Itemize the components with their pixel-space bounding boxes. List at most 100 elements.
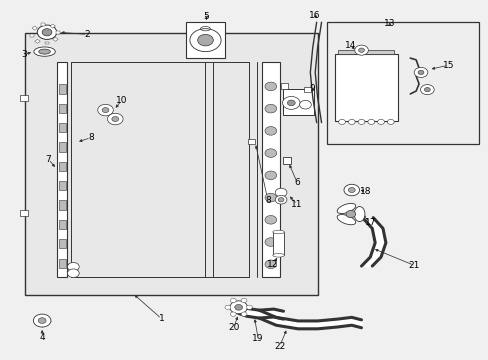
Circle shape xyxy=(102,108,109,113)
Circle shape xyxy=(98,104,113,116)
Circle shape xyxy=(264,193,276,202)
Circle shape xyxy=(347,120,354,125)
Text: 22: 22 xyxy=(273,342,285,351)
Ellipse shape xyxy=(336,215,355,225)
Circle shape xyxy=(377,120,384,125)
Text: 10: 10 xyxy=(116,96,127,105)
Bar xyxy=(282,89,314,116)
Text: 4: 4 xyxy=(39,333,45,342)
Bar xyxy=(337,50,393,54)
Text: 9: 9 xyxy=(308,84,314,93)
Bar xyxy=(261,62,280,277)
Bar xyxy=(35,39,40,43)
Circle shape xyxy=(246,305,252,310)
Text: 20: 20 xyxy=(227,323,239,332)
Text: 12: 12 xyxy=(266,261,278,270)
Text: 7: 7 xyxy=(45,155,51,164)
Bar xyxy=(41,23,45,26)
Text: 8: 8 xyxy=(88,133,94,142)
Ellipse shape xyxy=(353,207,364,222)
Circle shape xyxy=(275,195,286,204)
Bar xyxy=(59,84,65,94)
Circle shape xyxy=(420,85,433,95)
Bar xyxy=(334,54,397,121)
Circle shape xyxy=(358,48,364,52)
Text: 15: 15 xyxy=(442,61,453,70)
Circle shape xyxy=(424,87,429,92)
Bar xyxy=(59,220,65,229)
Circle shape xyxy=(264,104,276,113)
Circle shape xyxy=(343,184,359,196)
Bar xyxy=(59,142,65,152)
Circle shape xyxy=(282,96,300,109)
Text: 13: 13 xyxy=(383,19,395,28)
Text: 2: 2 xyxy=(84,30,90,39)
Circle shape xyxy=(224,305,230,310)
Ellipse shape xyxy=(39,49,50,54)
Circle shape xyxy=(241,312,246,316)
Text: 19: 19 xyxy=(252,334,264,343)
Circle shape xyxy=(107,113,123,125)
Circle shape xyxy=(234,305,242,310)
Bar xyxy=(248,139,254,144)
Bar xyxy=(20,95,28,101)
Bar xyxy=(59,162,65,171)
Circle shape xyxy=(42,29,52,36)
Circle shape xyxy=(413,67,427,77)
Bar xyxy=(45,41,49,44)
Text: 8: 8 xyxy=(264,196,270,205)
Ellipse shape xyxy=(272,230,284,234)
Bar xyxy=(59,181,65,190)
Circle shape xyxy=(357,120,364,125)
Circle shape xyxy=(264,171,276,180)
Circle shape xyxy=(278,198,284,202)
Text: 6: 6 xyxy=(294,178,300,187)
Bar xyxy=(59,258,65,268)
Circle shape xyxy=(287,100,295,106)
Text: 3: 3 xyxy=(21,50,27,59)
Bar xyxy=(50,24,55,28)
Circle shape xyxy=(112,117,119,122)
Text: 21: 21 xyxy=(407,261,419,270)
Circle shape xyxy=(264,238,276,246)
Circle shape xyxy=(229,301,247,314)
Text: 17: 17 xyxy=(364,218,375,227)
Circle shape xyxy=(230,298,236,303)
Circle shape xyxy=(264,149,276,157)
Circle shape xyxy=(241,298,246,303)
Ellipse shape xyxy=(336,203,355,213)
Bar xyxy=(59,201,65,210)
Circle shape xyxy=(67,262,79,271)
Bar xyxy=(32,26,38,30)
Text: 5: 5 xyxy=(203,12,209,21)
Text: 11: 11 xyxy=(291,200,302,209)
Text: 16: 16 xyxy=(308,10,319,19)
Circle shape xyxy=(33,314,51,327)
Circle shape xyxy=(386,120,393,125)
Circle shape xyxy=(299,100,311,109)
Bar xyxy=(304,87,311,92)
Bar xyxy=(20,210,28,216)
Circle shape xyxy=(197,35,213,46)
Circle shape xyxy=(38,318,46,323)
Circle shape xyxy=(275,188,286,197)
Ellipse shape xyxy=(272,253,284,257)
Circle shape xyxy=(417,70,423,75)
Bar xyxy=(59,239,65,248)
Circle shape xyxy=(264,127,276,135)
Bar xyxy=(57,62,67,277)
Circle shape xyxy=(264,82,276,91)
Bar xyxy=(272,232,284,255)
Bar xyxy=(59,123,65,132)
Circle shape xyxy=(230,312,236,316)
Circle shape xyxy=(354,45,367,55)
Bar xyxy=(56,31,60,34)
Circle shape xyxy=(347,188,354,193)
Circle shape xyxy=(345,211,355,218)
Bar xyxy=(59,104,65,113)
Circle shape xyxy=(338,120,345,125)
Circle shape xyxy=(264,216,276,224)
Circle shape xyxy=(67,269,79,278)
Bar xyxy=(327,22,478,144)
Bar xyxy=(282,157,291,164)
